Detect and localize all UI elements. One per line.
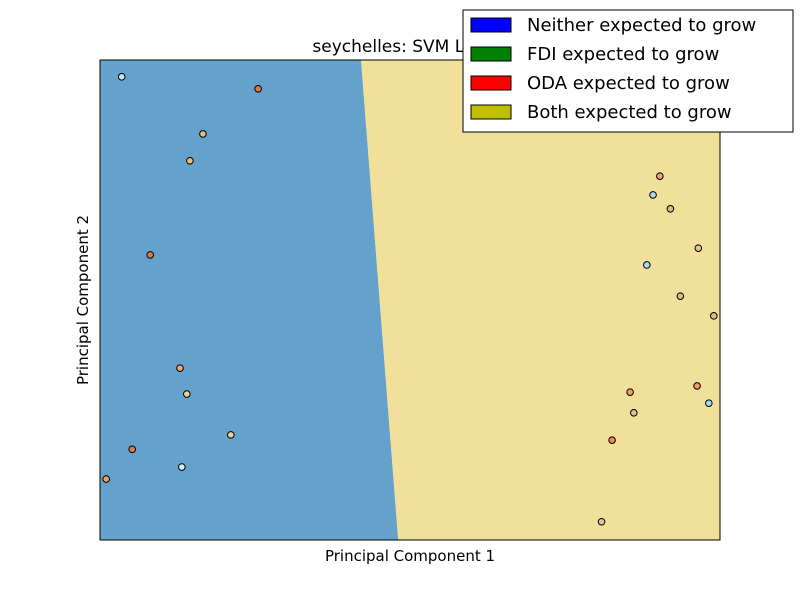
data-point xyxy=(630,409,638,417)
y-axis-label: Principal Component 2 xyxy=(74,215,92,385)
data-points xyxy=(102,73,718,526)
data-point xyxy=(710,312,718,320)
legend: Neither expected to grow FDI expected to … xyxy=(462,9,794,133)
plot-frame xyxy=(99,59,721,541)
data-point xyxy=(666,205,675,213)
data-point xyxy=(176,364,184,372)
data-point xyxy=(597,517,606,526)
data-point xyxy=(626,388,634,396)
data-point xyxy=(643,261,651,269)
data-point xyxy=(146,251,155,259)
data-point xyxy=(694,244,703,252)
x-axis-label: Principal Component 1 xyxy=(325,547,495,565)
data-point xyxy=(254,85,262,93)
data-point xyxy=(227,431,235,439)
legend-box xyxy=(462,9,794,133)
data-point xyxy=(186,157,194,165)
data-point xyxy=(656,172,664,180)
data-point xyxy=(183,390,191,398)
legend-label: ODA expected to grow xyxy=(527,73,730,94)
data-point xyxy=(199,130,207,138)
data-point xyxy=(178,463,186,471)
plot-area xyxy=(99,59,721,541)
data-point xyxy=(117,73,126,81)
legend-swatch xyxy=(470,17,512,33)
data-point xyxy=(705,399,713,408)
decision-region-both xyxy=(361,60,720,540)
legend-label: Neither expected to grow xyxy=(527,15,756,36)
data-point xyxy=(102,475,110,483)
data-point xyxy=(676,292,685,300)
legend-label: Both expected to grow xyxy=(527,102,732,123)
decision-region-neither xyxy=(100,60,399,540)
legend-label: FDI expected to grow xyxy=(527,44,719,65)
data-point xyxy=(693,382,701,390)
data-point xyxy=(128,445,137,454)
legend-swatch xyxy=(470,104,512,120)
legend-swatch xyxy=(470,46,512,62)
legend-swatch xyxy=(470,75,512,91)
data-point xyxy=(649,191,657,199)
chart-title: seychelles: SVM Linear xyxy=(312,37,507,57)
data-point xyxy=(608,436,616,444)
